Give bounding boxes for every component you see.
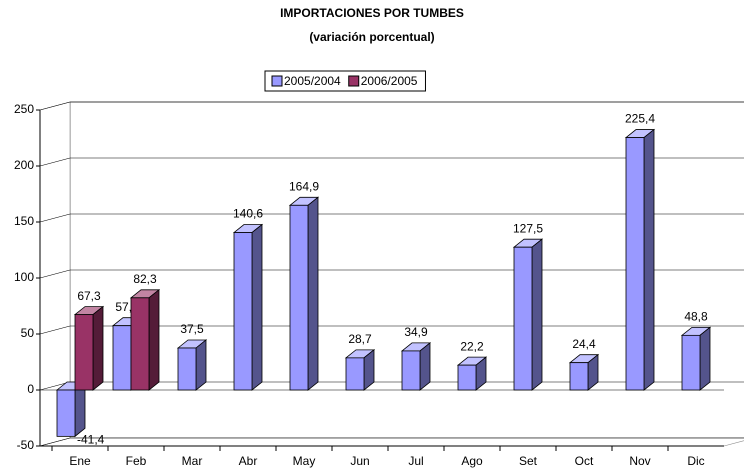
bar <box>568 353 600 391</box>
grid-line <box>39 325 71 335</box>
bar-side <box>195 339 207 391</box>
x-tick-label: Set <box>519 454 538 468</box>
bar <box>73 305 105 391</box>
x-tick-label: Ago <box>461 454 483 468</box>
bar <box>288 196 320 391</box>
grid-line <box>39 157 71 167</box>
chart-subtitle: (variación porcentual) <box>309 30 434 44</box>
bar-front <box>130 297 150 391</box>
data-label: 82,3 <box>133 272 157 286</box>
x-tick-label: Feb <box>126 454 147 468</box>
bar-side <box>307 196 319 391</box>
bar-front <box>625 137 645 391</box>
y-tick-label: -50 <box>17 438 35 452</box>
bar-front <box>56 389 76 437</box>
bar-side <box>148 288 160 391</box>
data-label: -41,4 <box>77 433 105 447</box>
bar <box>129 288 161 391</box>
bar-front <box>74 314 94 391</box>
bar-front <box>457 364 477 391</box>
data-label: 67,3 <box>77 289 101 303</box>
data-label: 127,5 <box>513 221 543 235</box>
data-label: 34,9 <box>404 325 428 339</box>
x-tick-label: Mar <box>182 454 203 468</box>
legend: 2005/2004 2006/2005 <box>264 70 426 92</box>
x-tick-label: Jul <box>408 454 423 468</box>
bar <box>680 326 712 391</box>
x-tick-label: Abr <box>239 454 258 468</box>
bar <box>232 223 264 391</box>
legend-label: 2005/2004 <box>284 74 341 88</box>
bar-side <box>531 238 543 391</box>
legend-frame <box>264 70 426 92</box>
legend-label: 2006/2005 <box>361 74 418 88</box>
bar <box>176 339 208 391</box>
legend-swatch <box>348 75 360 87</box>
bar-front <box>681 334 701 391</box>
legend-swatch <box>271 75 283 87</box>
bar-front <box>513 246 533 391</box>
bar-front <box>112 325 132 391</box>
bar-front <box>401 350 421 391</box>
data-label: 22,2 <box>460 339 484 353</box>
bar <box>400 342 432 391</box>
bar <box>344 349 376 391</box>
bar-front <box>177 347 197 391</box>
bar <box>624 128 656 391</box>
bar-side <box>251 223 263 391</box>
chart-title: IMPORTACIONES POR TUMBES <box>280 6 464 20</box>
bar-side <box>643 128 655 391</box>
grid-line <box>39 269 71 279</box>
floor <box>39 437 744 447</box>
bar <box>456 356 488 391</box>
y-tick-label: 100 <box>14 270 34 284</box>
bar-side <box>699 326 711 391</box>
y-tick-label: 150 <box>14 214 34 228</box>
x-tick-label: May <box>293 454 316 468</box>
y-tick-label: 200 <box>14 158 34 172</box>
grid-line <box>39 101 71 111</box>
x-tick-label: Jun <box>350 454 369 468</box>
y-tick-label: 0 <box>27 382 34 396</box>
bar-front <box>345 357 365 391</box>
x-tick-label: Nov <box>629 454 650 468</box>
grid-line <box>39 213 71 223</box>
data-label: 48,8 <box>684 310 708 324</box>
bar-side <box>92 305 104 391</box>
bar-front <box>289 204 309 391</box>
bar <box>512 238 544 391</box>
data-label: 140,6 <box>233 207 263 221</box>
x-tick-label: Oct <box>575 454 594 468</box>
data-label: 24,4 <box>572 337 596 351</box>
x-tick-label: Ene <box>69 454 91 468</box>
data-label: 28,7 <box>348 332 372 346</box>
data-label: 164,9 <box>289 179 319 193</box>
y-tick-label: 250 <box>14 102 34 116</box>
x-tick-label: Dic <box>687 454 704 468</box>
bar-front <box>569 362 589 391</box>
grid-line <box>39 437 71 447</box>
data-label: 37,5 <box>180 322 204 336</box>
data-label: 225,4 <box>625 112 655 126</box>
bar-side <box>419 342 431 391</box>
y-tick-label: 50 <box>21 326 35 340</box>
bar-front <box>233 232 253 391</box>
